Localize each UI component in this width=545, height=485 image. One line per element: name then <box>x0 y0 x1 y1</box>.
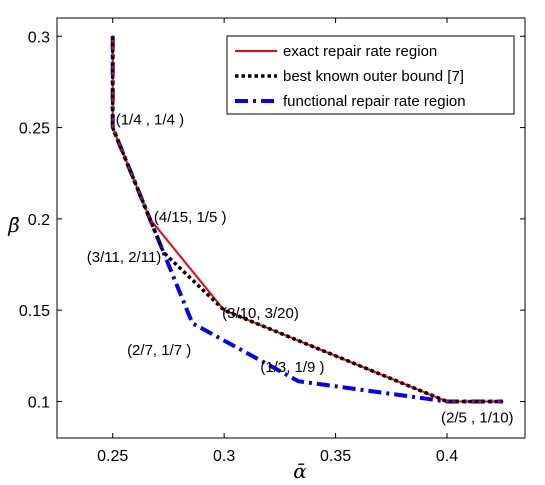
legend-label: functional repair rate region <box>283 93 466 110</box>
legend-label: best known outer bound [7] <box>283 68 464 85</box>
x-tick-label: 0.4 <box>436 448 458 465</box>
plot-frame <box>56 17 526 439</box>
y-tick-label: 0.1 <box>28 394 50 411</box>
y-axis-label: β̄ <box>7 213 20 237</box>
y-tick-label: 0.25 <box>19 121 50 138</box>
point-annotation: (4/15, 1/5 ) <box>154 209 227 226</box>
annotations-layer: (1/4 , 1/4 ) (4/15, 1/5 ) (3/11, 2/11) (3/1… <box>87 112 514 427</box>
point-annotation: (3/11, 2/11) <box>87 249 162 266</box>
x-tick-label: 0.35 <box>320 448 351 465</box>
legend-label: exact repair rate region <box>283 43 437 60</box>
series-line-2 <box>110 36 503 404</box>
legend-items: exact repair rate region best known outer… <box>235 43 466 110</box>
x-axis-label: ᾱ <box>293 459 307 483</box>
y-tick-label: 0.3 <box>28 29 50 46</box>
point-annotation: (3/10, 3/20) <box>222 305 299 322</box>
point-annotation: (2/5 , 1/10) <box>441 409 514 426</box>
point-annotation: (2/7, 1/7 ) <box>127 342 191 359</box>
y-tick-label: 0.15 <box>19 303 50 320</box>
y-tick-label: 0.2 <box>28 212 50 229</box>
x-tick-label: 0.3 <box>213 448 235 465</box>
series-layer <box>110 35 504 404</box>
point-annotation: (1/4 , 1/4 ) <box>116 112 184 129</box>
legend: exact repair rate region best known outer… <box>226 35 515 115</box>
ticks-layer: 0.25 0.3 0.35 0.4 0.1 0.15 0.2 0.25 0.3 <box>19 18 525 465</box>
point-annotation: (1/3, 1/9 ) <box>260 359 324 376</box>
x-tick-label: 0.25 <box>97 448 128 465</box>
